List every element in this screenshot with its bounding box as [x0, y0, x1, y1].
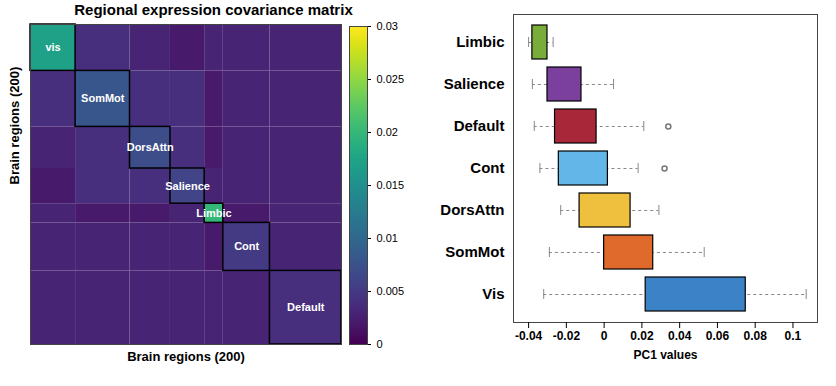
svg-text:vis: vis: [45, 41, 60, 53]
svg-text:Default: Default: [454, 117, 505, 134]
svg-text:Salience: Salience: [165, 180, 210, 192]
svg-text:0.01: 0.01: [377, 232, 398, 244]
svg-text:SomMot: SomMot: [445, 243, 504, 260]
svg-text:DorsAttn: DorsAttn: [440, 201, 504, 218]
svg-text:Limbic: Limbic: [456, 33, 504, 50]
svg-text:Cont: Cont: [234, 240, 259, 252]
svg-text:Cont: Cont: [470, 159, 504, 176]
svg-text:Limbic: Limbic: [196, 207, 231, 219]
svg-text:0.025: 0.025: [377, 73, 405, 85]
svg-text:-0.02: -0.02: [553, 329, 581, 343]
svg-text:0.02: 0.02: [630, 329, 654, 343]
svg-text:Default: Default: [287, 301, 325, 313]
svg-text:PC1 values: PC1 values: [633, 348, 697, 362]
svg-text:-0.04: -0.04: [515, 329, 543, 343]
svg-text:0.1: 0.1: [785, 329, 802, 343]
svg-text:0: 0: [377, 338, 383, 350]
svg-text:Vis: Vis: [482, 285, 504, 302]
svg-text:0.03: 0.03: [377, 20, 398, 32]
svg-text:0.06: 0.06: [706, 329, 730, 343]
svg-text:Salience: Salience: [444, 75, 505, 92]
svg-text:0: 0: [601, 329, 608, 343]
svg-text:0.04: 0.04: [668, 329, 692, 343]
html-text:Regional expression covariance: Regional expression covariance matrix: [74, 1, 353, 18]
svg-text:0.08: 0.08: [744, 329, 768, 343]
svg-text:SomMot: SomMot: [81, 92, 125, 104]
svg-text:DorsAttn: DorsAttn: [127, 141, 174, 153]
svg-text:Brain regions (200): Brain regions (200): [127, 349, 245, 364]
svg-text:0.005: 0.005: [377, 285, 405, 297]
svg-text:0.02: 0.02: [377, 126, 398, 138]
svg-text:Brain regions (200): Brain regions (200): [7, 67, 22, 185]
svg-text:0.015: 0.015: [377, 179, 405, 191]
